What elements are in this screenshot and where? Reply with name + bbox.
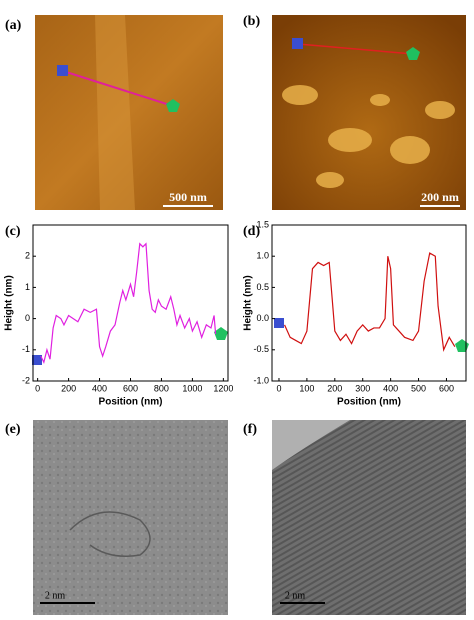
x-tick-label: 1000 — [182, 383, 202, 393]
x-tick-label: 600 — [439, 383, 454, 393]
scale-label: 2 nm — [45, 590, 66, 601]
panel-label: (a) — [5, 18, 22, 33]
x-axis-label: Position (nm) — [337, 397, 401, 408]
profile-line — [297, 43, 414, 55]
panel-label: (e) — [5, 422, 21, 437]
x-tick-label: 400 — [383, 383, 398, 393]
start-marker — [32, 355, 42, 365]
data-line — [40, 242, 217, 365]
flakes — [282, 85, 455, 188]
y-tick-label: 0.5 — [256, 282, 269, 292]
y-tick-label: 0.0 — [256, 313, 269, 323]
end-marker — [166, 99, 180, 112]
x-tick-label: 200 — [327, 383, 342, 393]
y-tick-label: 0 — [25, 313, 30, 323]
x-axis-label: Position (nm) — [99, 397, 163, 408]
scale-label: 200 nm — [421, 190, 459, 204]
x-tick-label: 1200 — [213, 383, 233, 393]
y-tick-label: -1.0 — [253, 375, 269, 385]
x-tick-label: 300 — [355, 383, 370, 393]
panel-label: (b) — [243, 14, 260, 29]
scale-label: 2 nm — [285, 590, 306, 601]
x-tick-label: 200 — [61, 383, 76, 393]
y-tick-label: 1 — [25, 282, 30, 292]
profile-line — [62, 70, 174, 107]
plot-frame — [271, 224, 467, 382]
start-marker — [292, 38, 303, 49]
panel-label: (c) — [5, 224, 21, 239]
y-tick-label: -2 — [22, 375, 30, 385]
scale-label: 500 nm — [169, 190, 207, 204]
contour — [69, 511, 151, 557]
data-line — [284, 252, 456, 352]
scale-bar — [40, 602, 95, 604]
y-axis-label: Height (nm) — [4, 275, 15, 331]
tem-image — [272, 420, 466, 615]
y-tick-label: -1 — [22, 344, 30, 354]
panel-label: (f) — [243, 422, 257, 437]
x-tick-label: 0 — [35, 383, 40, 393]
scale-bar — [163, 205, 213, 207]
x-tick-label: 500 — [411, 383, 426, 393]
y-tick-label: -0.5 — [253, 344, 269, 354]
x-tick-label: 0 — [276, 383, 281, 393]
start-marker — [274, 318, 284, 328]
start-marker — [57, 65, 68, 76]
panel-label: (d) — [243, 224, 260, 239]
x-tick-label: 100 — [299, 383, 314, 393]
end-marker — [406, 47, 420, 60]
flake — [95, 15, 135, 210]
y-tick-label: 2 — [25, 251, 30, 261]
x-tick-label: 400 — [92, 383, 107, 393]
x-tick-label: 800 — [154, 383, 169, 393]
x-tick-label: 600 — [123, 383, 138, 393]
end-marker — [214, 327, 228, 340]
scale-bar — [420, 205, 460, 207]
y-axis-label: Height (nm) — [243, 275, 254, 331]
edge — [272, 420, 350, 470]
plot-frame — [32, 224, 229, 382]
y-tick-label: 1.5 — [256, 219, 269, 229]
scale-bar — [280, 602, 325, 604]
end-marker — [455, 339, 469, 352]
y-tick-label: 1.0 — [256, 251, 269, 261]
tem-image — [33, 420, 228, 615]
